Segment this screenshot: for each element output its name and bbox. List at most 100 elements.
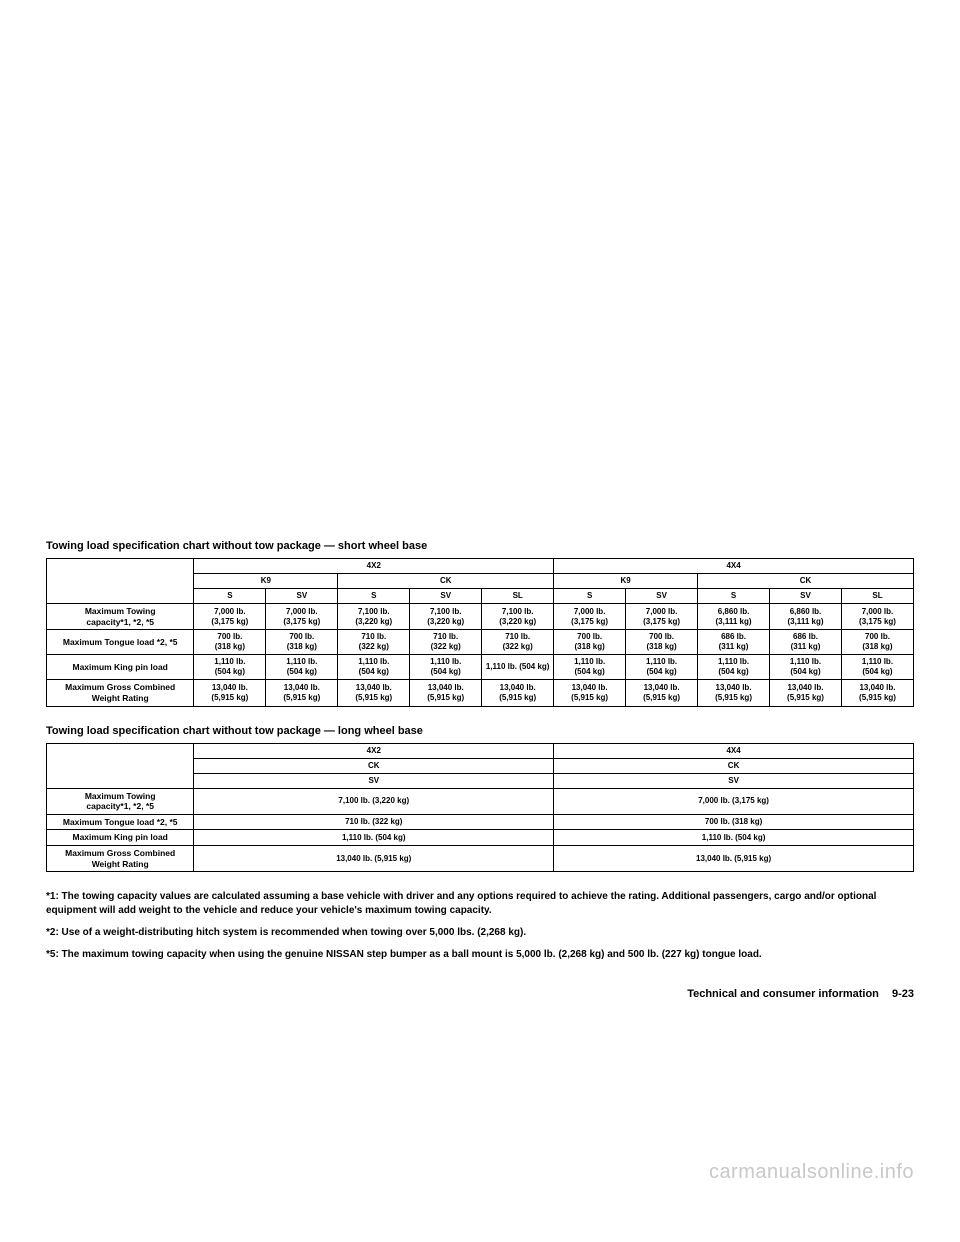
- page-footer: Technical and consumer information 9-23: [46, 988, 914, 1000]
- row-label: Maximum Tongue load *2, *5: [47, 814, 194, 830]
- data-cell: 13,040 lb.(5,915 kg): [482, 680, 554, 706]
- data-cell: 700 lb.(318 kg): [841, 630, 913, 655]
- row-label: Maximum Gross Combined Weight Rating: [47, 680, 194, 706]
- footnote-1: *1: The towing capacity values are calcu…: [46, 890, 914, 918]
- data-cell: 1,110 lb.(504 kg): [841, 655, 913, 680]
- t2-eng-0: CK: [194, 758, 554, 773]
- watermark: carmanualsonline.info: [709, 1161, 914, 1184]
- data-cell: 7,100 lb.(3,220 kg): [338, 604, 410, 630]
- data-cell: 6,860 lb.(3,111 kg): [698, 604, 770, 630]
- data-cell: 1,110 lb.(504 kg): [410, 655, 482, 680]
- t1-trim-0: S: [194, 589, 266, 604]
- data-cell: 1,110 lb.(504 kg): [770, 655, 842, 680]
- data-cell: 1,110 lb. (504 kg): [554, 830, 914, 846]
- data-cell: 7,000 lb. (3,175 kg): [554, 788, 914, 814]
- t2-row-drive: 4X2 4X4: [47, 743, 914, 758]
- data-cell: 13,040 lb.(5,915 kg): [266, 680, 338, 706]
- data-cell: 13,040 lb.(5,915 kg): [338, 680, 410, 706]
- t2-drive-1: 4X4: [554, 743, 914, 758]
- footnote-3: *5: The maximum towing capacity when usi…: [46, 948, 914, 962]
- t1-trim-2: S: [338, 589, 410, 604]
- t1-trim-3: SV: [410, 589, 482, 604]
- footer-page: 9-23: [892, 988, 914, 1000]
- t2-eng-1: CK: [554, 758, 914, 773]
- t1-eng-1: CK: [338, 574, 554, 589]
- t1-row-drive: 4X2 4X4: [47, 559, 914, 574]
- footnote-1-text: *1: The towing capacity values are calcu…: [46, 891, 876, 916]
- t1-eng-0: K9: [194, 574, 338, 589]
- row-label: Maximum Tongue load *2, *5: [47, 630, 194, 655]
- data-cell: 700 lb.(318 kg): [194, 630, 266, 655]
- data-cell: 1,110 lb.(504 kg): [698, 655, 770, 680]
- table-row: Maximum King pin load1,110 lb. (504 kg)1…: [47, 830, 914, 846]
- t2-drive-0: 4X2: [194, 743, 554, 758]
- table-row: Maximum Tongue load *2, *5710 lb. (322 k…: [47, 814, 914, 830]
- data-cell: 686 lb.(311 kg): [698, 630, 770, 655]
- data-cell: 700 lb.(318 kg): [554, 630, 626, 655]
- data-cell: 7,000 lb.(3,175 kg): [554, 604, 626, 630]
- row-label: Maximum Gross CombinedWeight Rating: [47, 846, 194, 872]
- data-cell: 1,110 lb.(504 kg): [194, 655, 266, 680]
- data-cell: 710 lb.(322 kg): [482, 630, 554, 655]
- data-cell: 1,110 lb. (504 kg): [194, 830, 554, 846]
- t1-eng-2: K9: [554, 574, 698, 589]
- data-cell: 13,040 lb.(5,915 kg): [698, 680, 770, 706]
- towing-table-long-wheelbase: 4X2 4X4 CK CK SV SV Maximum Towingcapaci…: [46, 743, 914, 873]
- data-cell: 7,000 lb.(3,175 kg): [266, 604, 338, 630]
- row-label: Maximum King pin load: [47, 830, 194, 846]
- data-cell: 7,000 lb.(3,175 kg): [841, 604, 913, 630]
- data-cell: 1,110 lb.(504 kg): [554, 655, 626, 680]
- t2-trim-1: SV: [554, 773, 914, 788]
- row-label: Maximum Towingcapacity*1, *2, *5: [47, 604, 194, 630]
- t1-drive-4x2: 4X2: [194, 559, 554, 574]
- data-cell: 700 lb.(318 kg): [626, 630, 698, 655]
- data-cell: 700 lb.(318 kg): [266, 630, 338, 655]
- table1-caption: Towing load specification chart without …: [46, 540, 914, 552]
- t1-trim-1: SV: [266, 589, 338, 604]
- data-cell: 13,040 lb.(5,915 kg): [410, 680, 482, 706]
- table-row: Maximum Towingcapacity*1, *2, *57,100 lb…: [47, 788, 914, 814]
- t2-trim-0: SV: [194, 773, 554, 788]
- data-cell: 13,040 lb. (5,915 kg): [194, 846, 554, 872]
- data-cell: 7,000 lb.(3,175 kg): [626, 604, 698, 630]
- t1-trim-7: S: [698, 589, 770, 604]
- table2-caption: Towing load specification chart without …: [46, 725, 914, 737]
- data-cell: 1,110 lb. (504 kg): [482, 655, 554, 680]
- data-cell: 7,100 lb.(3,220 kg): [410, 604, 482, 630]
- data-cell: 710 lb.(322 kg): [338, 630, 410, 655]
- data-cell: 7,100 lb.(3,220 kg): [482, 604, 554, 630]
- t2-corner: [47, 743, 194, 788]
- data-cell: 710 lb. (322 kg): [194, 814, 554, 830]
- t1-trim-4: SL: [482, 589, 554, 604]
- t1-drive-4x4: 4X4: [554, 559, 914, 574]
- table-row: Maximum Towingcapacity*1, *2, *57,000 lb…: [47, 604, 914, 630]
- data-cell: 7,000 lb.(3,175 kg): [194, 604, 266, 630]
- data-cell: 13,040 lb.(5,915 kg): [554, 680, 626, 706]
- data-cell: 686 lb.(311 kg): [770, 630, 842, 655]
- t1-trim-9: SL: [841, 589, 913, 604]
- data-cell: 1,110 lb.(504 kg): [266, 655, 338, 680]
- row-label: Maximum King pin load: [47, 655, 194, 680]
- data-cell: 13,040 lb.(5,915 kg): [194, 680, 266, 706]
- data-cell: 13,040 lb. (5,915 kg): [554, 846, 914, 872]
- t1-trim-6: SV: [626, 589, 698, 604]
- table-row: Maximum Tongue load *2, *5700 lb.(318 kg…: [47, 630, 914, 655]
- data-cell: 710 lb.(322 kg): [410, 630, 482, 655]
- data-cell: 13,040 lb.(5,915 kg): [626, 680, 698, 706]
- table-row: Maximum Gross CombinedWeight Rating13,04…: [47, 846, 914, 872]
- t1-trim-8: SV: [770, 589, 842, 604]
- data-cell: 1,110 lb.(504 kg): [626, 655, 698, 680]
- towing-table-short-wheelbase: 4X2 4X4 K9 CK K9 CK S SV S SV SL S SV S …: [46, 558, 914, 707]
- page-content: Towing load specification chart without …: [0, 0, 960, 1040]
- t1-eng-3: CK: [698, 574, 914, 589]
- footnote-2: *2: Use of a weight-distributing hitch s…: [46, 926, 914, 940]
- data-cell: 6,860 lb.(3,111 kg): [770, 604, 842, 630]
- footer-section: Technical and consumer information: [687, 988, 879, 1000]
- row-label: Maximum Towingcapacity*1, *2, *5: [47, 788, 194, 814]
- table-row: Maximum King pin load1,110 lb.(504 kg)1,…: [47, 655, 914, 680]
- data-cell: 13,040 lb.(5,915 kg): [770, 680, 842, 706]
- data-cell: 7,100 lb. (3,220 kg): [194, 788, 554, 814]
- data-cell: 13,040 lb.(5,915 kg): [841, 680, 913, 706]
- t1-trim-5: S: [554, 589, 626, 604]
- table-row: Maximum Gross Combined Weight Rating13,0…: [47, 680, 914, 706]
